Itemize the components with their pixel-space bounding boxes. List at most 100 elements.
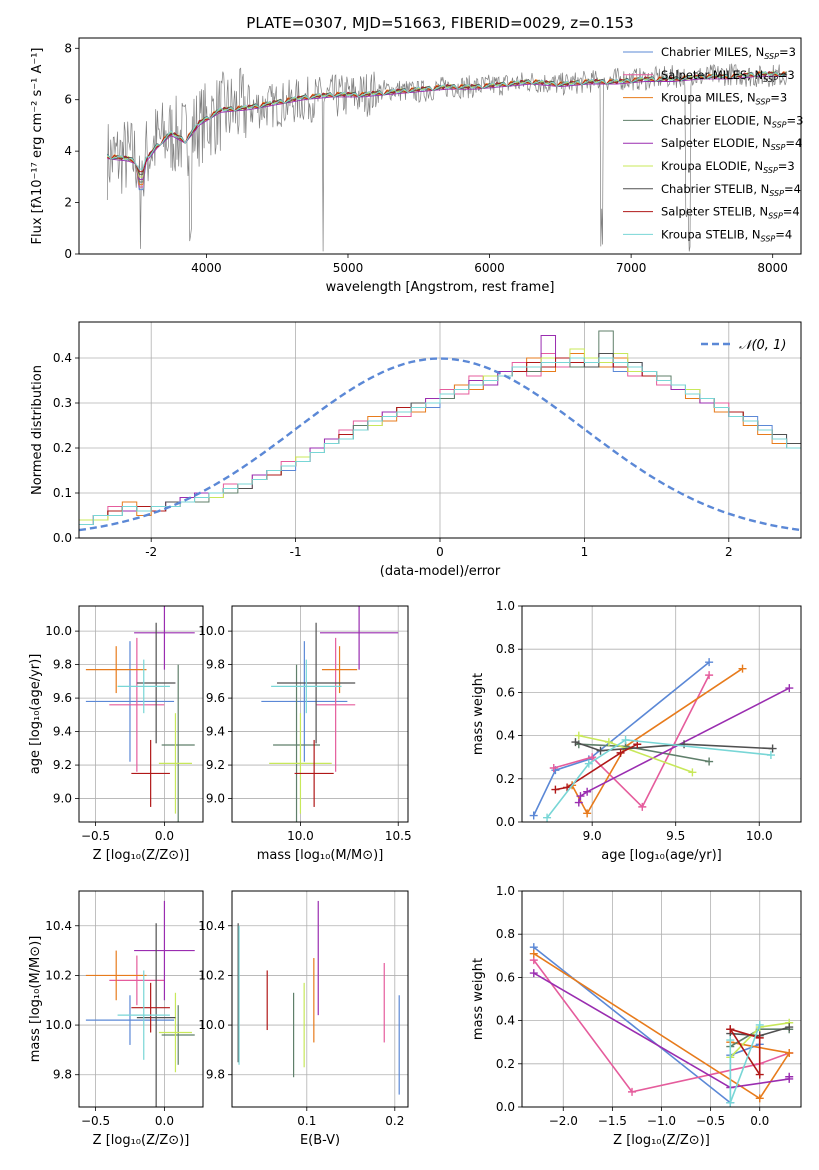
x-tick-label: −2.0 bbox=[549, 1114, 578, 1128]
axes-frame bbox=[521, 890, 802, 1108]
mass-weight-marker bbox=[551, 785, 560, 794]
y-tick-label: 9.8 bbox=[53, 658, 72, 672]
panel-mass-vs-Z: −0.5 0.0 9.8 10.0 10.2 10.4 Z [log₁₀(Z/Z⊙)] mas… bbox=[28, 890, 204, 1148]
mass-weight-marker bbox=[529, 949, 538, 958]
model-spectrum-line bbox=[107, 71, 788, 178]
legend-subscript: SSP bbox=[764, 52, 779, 61]
y-tick-label: 0.2 bbox=[496, 772, 515, 786]
mass-weight-line bbox=[533, 946, 760, 1105]
panel-mass-vs-ebv: 0.1 0.2 9.8 10.0 10.2 10.4 E(B-V) bbox=[198, 890, 409, 1148]
x-tick-label: 10.0 bbox=[287, 829, 314, 843]
x-tick-label: 9.5 bbox=[666, 829, 685, 843]
mass-weight-marker bbox=[705, 757, 714, 766]
error-bar-point bbox=[85, 641, 175, 762]
y-tick-label: 10.4 bbox=[198, 919, 225, 933]
y-tick-label: 6 bbox=[64, 93, 72, 107]
x-tick-label: 0.2 bbox=[385, 1114, 404, 1128]
x-tick-label: 0 bbox=[436, 545, 444, 559]
legend-suffix: =3 bbox=[779, 45, 796, 59]
axes-frame bbox=[78, 37, 802, 255]
error-bar-point bbox=[320, 606, 399, 670]
mass-weight-marker bbox=[621, 735, 630, 744]
y-tick-label: 10.0 bbox=[45, 624, 72, 638]
mass-weight-marker bbox=[604, 738, 613, 747]
x-axis-label: Z [log₁₀(Z/Z⊙)] bbox=[93, 1133, 190, 1148]
x-tick-label: 6000 bbox=[474, 261, 505, 275]
error-bar-point bbox=[136, 923, 176, 1107]
error-bar-point bbox=[276, 622, 356, 744]
mass-weight-line bbox=[575, 741, 773, 752]
error-bar-point bbox=[161, 1005, 195, 1065]
plot-area bbox=[85, 900, 195, 1107]
x-tick-label: 1 bbox=[581, 545, 589, 559]
axes-frame bbox=[78, 605, 204, 823]
x-tick-label: -1 bbox=[290, 545, 302, 559]
legend-entry: Kroupa STELIB, NSSP=4 bbox=[661, 227, 792, 243]
y-tick-label: 0.8 bbox=[496, 642, 515, 656]
plot-area bbox=[529, 658, 794, 822]
mass-weight-marker bbox=[576, 792, 585, 801]
mass-weight-marker bbox=[705, 658, 714, 667]
x-tick-label: 8000 bbox=[757, 261, 788, 275]
legend-entry: Kroupa MILES, NSSP=3 bbox=[661, 91, 787, 107]
mass-weight-marker bbox=[680, 740, 689, 749]
y-tick-label: 0.8 bbox=[496, 927, 515, 941]
mass-weight-marker bbox=[785, 684, 794, 693]
legend-entry: Salpeter MILES, NSSP=3 bbox=[661, 68, 795, 84]
x-axis-label: wavelength [Angstrom, rest frame] bbox=[326, 280, 555, 295]
mass-weight-line bbox=[532, 661, 710, 816]
y-tick-label: 10.0 bbox=[198, 624, 225, 638]
legend-label: Kroupa MILES, N bbox=[661, 91, 756, 105]
x-tick-label: −0.5 bbox=[81, 829, 110, 843]
mass-weight-marker bbox=[755, 1094, 764, 1103]
x-tick-label: 0.1 bbox=[297, 1114, 316, 1128]
axes-frame bbox=[231, 605, 409, 823]
y-tick-label: 0.0 bbox=[496, 1100, 515, 1114]
legend-entry: Chabrier ELODIE, NSSP=3 bbox=[661, 113, 803, 129]
histogram-step bbox=[79, 335, 801, 538]
mass-weight-marker bbox=[755, 1033, 764, 1042]
legend-label: Kroupa ELODIE, N bbox=[661, 159, 763, 173]
histogram-step bbox=[79, 357, 801, 538]
legend-suffix: =3 bbox=[778, 68, 795, 82]
histogram-step bbox=[79, 353, 801, 538]
error-bar-point bbox=[134, 606, 195, 670]
legend-subscript: SSP bbox=[756, 98, 771, 107]
legend-label: Chabrier ELODIE, N bbox=[661, 113, 772, 127]
x-tick-label: −0.5 bbox=[696, 1114, 725, 1128]
y-tick-label: 9.4 bbox=[206, 725, 225, 739]
y-tick-label: 0.3 bbox=[53, 396, 72, 410]
y-tick-label: 9.8 bbox=[53, 1068, 72, 1082]
plot-area bbox=[85, 606, 195, 822]
y-axis-label: mass weight bbox=[471, 673, 486, 755]
y-tick-label: 0.0 bbox=[53, 531, 72, 545]
axes-frame bbox=[231, 890, 409, 1108]
mass-weight-marker bbox=[529, 969, 538, 978]
y-tick-label: 0.4 bbox=[53, 351, 72, 365]
error-bar-point bbox=[161, 664, 195, 822]
plot-area bbox=[79, 330, 801, 538]
x-tick-label: 10.5 bbox=[385, 829, 412, 843]
x-tick-label: −0.5 bbox=[81, 1114, 110, 1128]
x-axis-label: (data-model)/error bbox=[380, 564, 501, 579]
mass-weight-marker bbox=[583, 809, 592, 818]
mass-weight-marker bbox=[571, 738, 580, 747]
mass-weight-marker bbox=[738, 664, 747, 673]
x-tick-label: −1.0 bbox=[647, 1114, 676, 1128]
y-tick-label: 10.0 bbox=[45, 1018, 72, 1032]
mass-weight-marker bbox=[574, 798, 583, 807]
mass-weight-marker bbox=[628, 1087, 637, 1096]
legend-subscript: SSP bbox=[761, 234, 776, 243]
mass-weight-marker bbox=[549, 764, 558, 772]
y-tick-label: 9.8 bbox=[206, 658, 225, 672]
y-tick-label: 0.2 bbox=[496, 1057, 515, 1071]
mass-weight-marker bbox=[705, 671, 714, 680]
observed-spectrum-line bbox=[106, 63, 788, 252]
x-axis-label: E(B-V) bbox=[300, 1133, 340, 1148]
mass-weight-line bbox=[571, 667, 743, 816]
mass-weight-marker bbox=[755, 1020, 764, 1029]
y-tick-label: 0.4 bbox=[496, 729, 515, 743]
y-tick-label: 10.4 bbox=[45, 919, 72, 933]
mass-weight-marker bbox=[638, 802, 647, 811]
